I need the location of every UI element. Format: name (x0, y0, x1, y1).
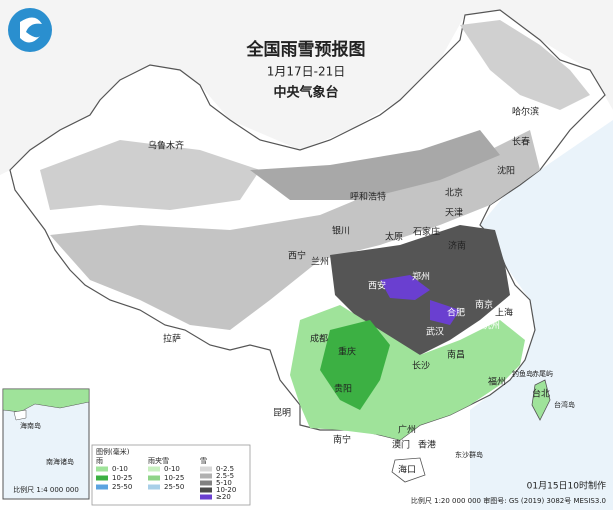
legend: 雨0-1010-2525-50雨夹雪0-1010-2525-50雪0-2.52.… (96, 456, 236, 501)
city: 呼和浩特 (350, 191, 386, 203)
city: 拉萨 (163, 333, 181, 345)
title: 全国雨雪预报图 (246, 39, 366, 60)
neighbour-land (0, 0, 613, 175)
legend-label: ≥20 (216, 493, 231, 501)
city: 沈阳 (497, 165, 515, 177)
island-label: 台湾岛 (554, 400, 575, 409)
city: 哈尔滨 (512, 106, 539, 118)
city: 天津 (445, 208, 463, 219)
island-label: 赤尾屿 (532, 369, 553, 378)
city: 石家庄 (413, 226, 440, 238)
city: 合肥 (447, 307, 465, 319)
city: 重庆 (338, 346, 356, 358)
rain-heavy (320, 320, 390, 410)
legend-swatch (200, 473, 212, 479)
city: 郑州 (412, 271, 430, 283)
snow-area (250, 130, 500, 200)
legend-label: 10-20 (216, 486, 236, 494)
city: 昆明 (273, 408, 291, 419)
city: 海口 (398, 464, 416, 476)
city: 银川 (332, 225, 350, 237)
legend-title: 图例(毫米) (96, 447, 130, 456)
city: 南京 (475, 299, 493, 311)
city: 台北 (532, 388, 550, 400)
city-labels: 哈尔滨 长春 沈阳 北京 天津 石家庄 太原 呼和浩特 济南 郑州 西安 银川 … (148, 106, 575, 476)
city: 乌鲁木齐 (148, 140, 184, 152)
inset-land (2, 388, 90, 413)
city: 武汉 (426, 326, 444, 338)
legend-group: 雪 (200, 457, 207, 465)
legend-group: 雨夹雪 (148, 456, 169, 465)
city: 兰州 (311, 256, 329, 268)
city: 杭州 (482, 320, 500, 332)
city: 南昌 (447, 349, 465, 361)
inset-island (13, 409, 27, 421)
legend-swatch (148, 466, 160, 472)
legend-label: 5-10 (216, 479, 232, 487)
island (531, 379, 551, 421)
inset-label: 南海诸岛 (46, 457, 74, 466)
city: 贵阳 (334, 383, 352, 395)
legend-label: 0-2.5 (216, 465, 234, 473)
legend-label: 2.5-5 (216, 472, 234, 480)
legend-swatch (148, 475, 160, 481)
logo (8, 8, 52, 52)
legend-swatch (96, 475, 108, 481)
legend-label: 10-25 (164, 474, 184, 482)
city: 澳门 (392, 439, 410, 451)
issue-time: 01月15日10时制作 (527, 480, 606, 492)
city: 香港 (418, 439, 436, 451)
city: 福州 (488, 376, 506, 388)
legend-swatch (200, 487, 212, 493)
snow-area (40, 140, 260, 210)
legend-swatch (200, 466, 212, 472)
legend-swatch (96, 466, 108, 472)
legend-label: 25-50 (112, 483, 132, 491)
scale-note: 比例尺 1:20 000 000 审图号: GS (2019) 3082号 ME… (411, 496, 606, 505)
legend-group: 雨 (96, 457, 103, 465)
legend-label: 0-10 (112, 465, 128, 473)
island-label: 钓鱼岛 (512, 369, 533, 378)
city: 广州 (398, 424, 416, 436)
legend-label: 0-10 (164, 465, 180, 473)
city: 西安 (368, 280, 386, 292)
legend-swatch (148, 484, 160, 490)
snow-area (460, 20, 590, 110)
legend-label: 10-25 (112, 474, 132, 482)
inset-scale: 比例尺 1:4 000 000 (13, 485, 79, 494)
city: 南宁 (333, 434, 351, 446)
legend-swatch (96, 484, 108, 490)
date-range: 1月17日-21日 (267, 65, 346, 79)
sea (470, 120, 613, 510)
city: 济南 (448, 240, 466, 252)
city: 太原 (385, 231, 403, 243)
city: 成都 (310, 333, 328, 345)
island (391, 457, 426, 483)
legend-label: 25-50 (164, 483, 184, 491)
snow-extreme (380, 275, 460, 325)
legend-frame (91, 444, 251, 506)
city: 北京 (445, 187, 463, 199)
city: 上海 (495, 307, 513, 319)
legend-swatch (200, 494, 212, 500)
city: 西宁 (288, 250, 306, 262)
agency: 中央气象台 (273, 85, 338, 101)
city: 长春 (512, 136, 530, 148)
island-label: 东沙群岛 (455, 450, 483, 459)
city: 长沙 (412, 360, 430, 372)
logo-mark (20, 17, 42, 43)
legend-swatch (200, 480, 212, 486)
inset-label: 海南岛 (20, 421, 41, 430)
